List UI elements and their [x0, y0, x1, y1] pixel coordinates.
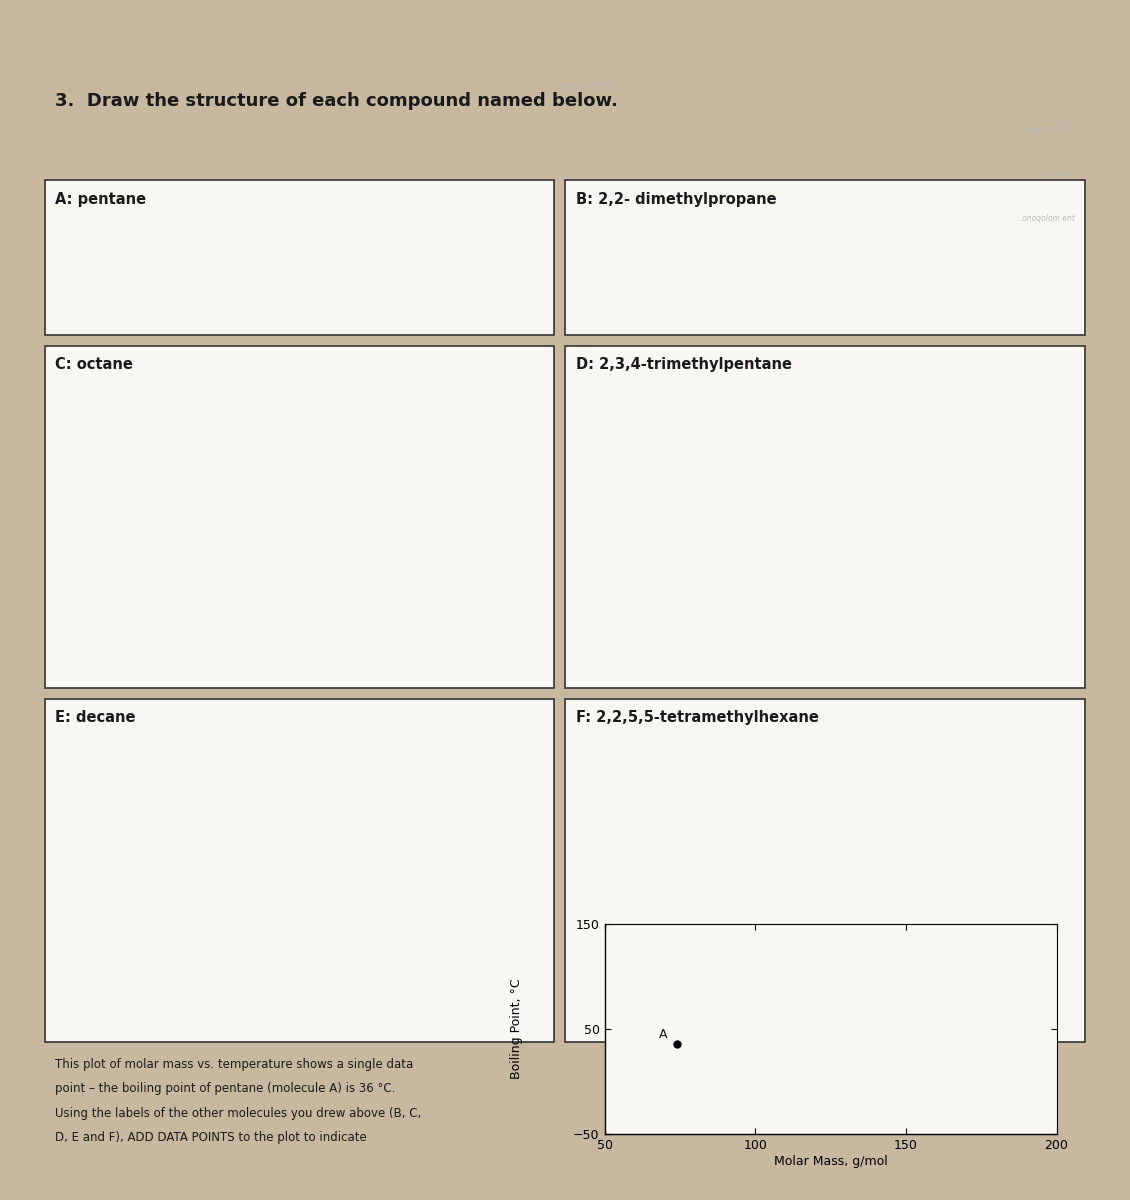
- Text: Using the labels of the other molecules you drew above (B, C,: Using the labels of the other molecules …: [55, 1106, 421, 1120]
- Text: ...ymedaos: ...ymedaos: [1033, 169, 1075, 179]
- X-axis label: Molar Mass, g/mol: Molar Mass, g/mol: [774, 1154, 887, 1168]
- Text: E: decane: E: decane: [55, 710, 136, 725]
- Text: 3.  Draw the structure of each compound named below.: 3. Draw the structure of each compound n…: [55, 92, 618, 110]
- Text: F: 2,2,5,5-tetramethylhexane: F: 2,2,5,5-tetramethylhexane: [575, 710, 818, 725]
- Text: D, E and F), ADD DATA POINTS to the plot to indicate: D, E and F), ADD DATA POINTS to the plot…: [55, 1132, 367, 1144]
- FancyBboxPatch shape: [565, 180, 1086, 335]
- Text: 150: 150: [618, 998, 640, 1008]
- FancyBboxPatch shape: [44, 700, 555, 1042]
- Text: A: A: [659, 1027, 668, 1040]
- Text: noizzu2ziG: noizzu2ziG: [565, 82, 618, 91]
- FancyBboxPatch shape: [44, 180, 555, 335]
- Text: C: octane: C: octane: [55, 358, 133, 372]
- Text: B: 2,2- dimethylpropane: B: 2,2- dimethylpropane: [575, 192, 776, 206]
- Text: A: pentane: A: pentane: [55, 192, 146, 206]
- Y-axis label: Boiling Point, °C: Boiling Point, °C: [510, 979, 523, 1079]
- Text: point – the boiling point of pentane (molecule A) is 36 °C.: point – the boiling point of pentane (mo…: [55, 1082, 396, 1096]
- FancyBboxPatch shape: [44, 346, 555, 689]
- FancyBboxPatch shape: [565, 700, 1086, 1042]
- Text: D: 2,3,4-trimethylpentane: D: 2,3,4-trimethylpentane: [575, 358, 792, 372]
- Text: noizzu2ziG: noizzu2ziG: [1026, 125, 1075, 134]
- FancyBboxPatch shape: [565, 346, 1086, 689]
- Text: ...onoqolom ent: ...onoqolom ent: [1015, 214, 1075, 223]
- Text: This plot of molar mass vs. temperature shows a single data: This plot of molar mass vs. temperature …: [55, 1058, 414, 1072]
